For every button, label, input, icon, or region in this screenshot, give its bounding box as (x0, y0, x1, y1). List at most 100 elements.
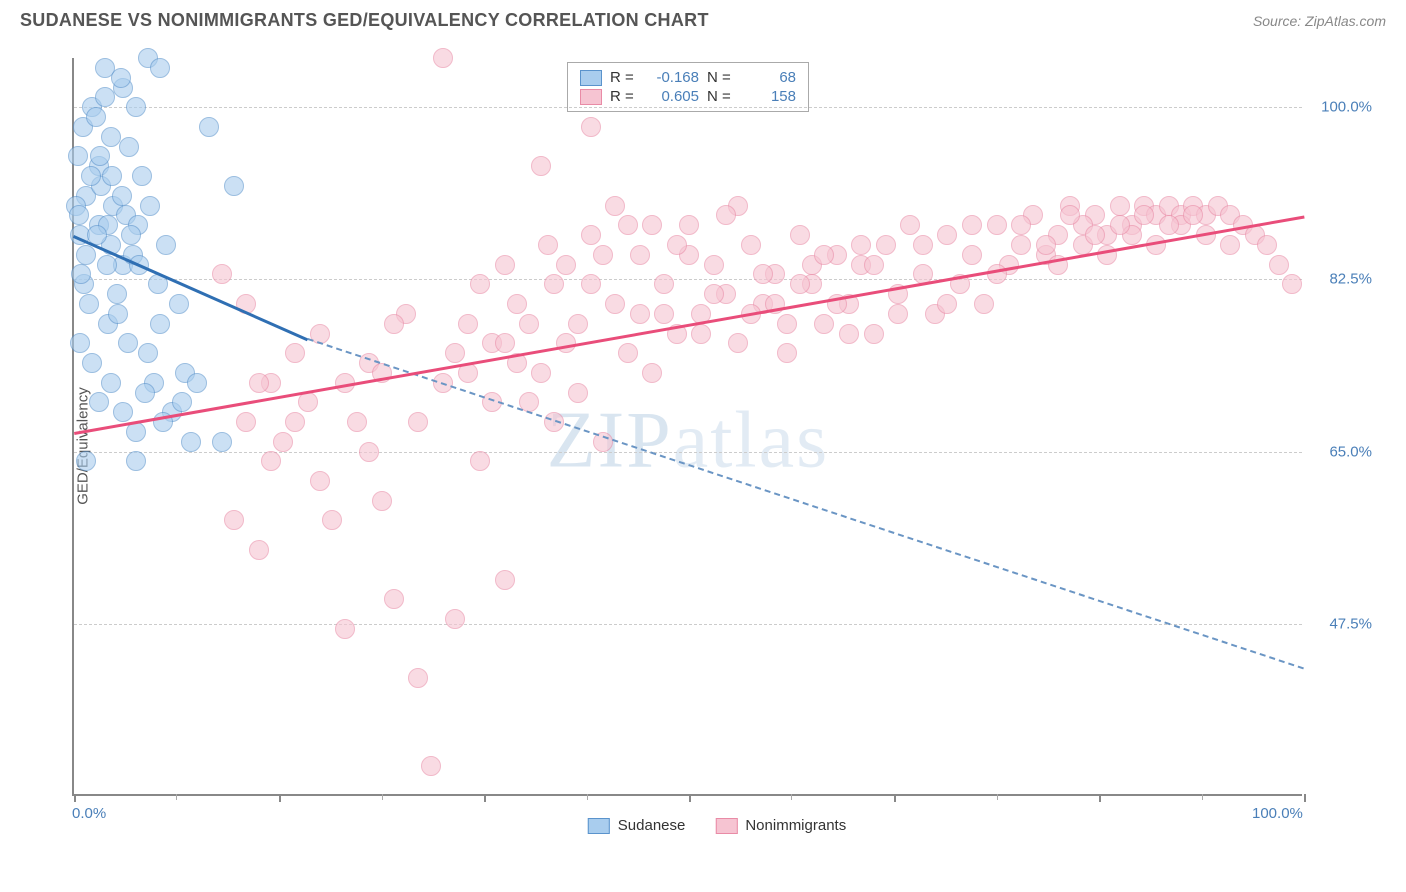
data-point (150, 314, 170, 334)
source-link[interactable]: ZipAtlas.com (1305, 13, 1386, 29)
data-point (519, 314, 539, 334)
data-point (618, 343, 638, 363)
data-point (1110, 215, 1130, 235)
x-tick (1304, 794, 1306, 802)
data-point (372, 491, 392, 511)
data-point (593, 245, 613, 265)
legend-swatch (580, 70, 602, 86)
data-point (101, 127, 121, 147)
data-point (974, 294, 994, 314)
data-point (212, 432, 232, 452)
data-point (172, 392, 192, 412)
data-point (458, 314, 478, 334)
data-point (298, 392, 318, 412)
plot-area: ZIPatlas R =-0.168N =68R =0.605N =158 47… (72, 58, 1302, 796)
data-point (470, 274, 490, 294)
data-point (249, 373, 269, 393)
data-point (224, 510, 244, 530)
data-point (716, 205, 736, 225)
data-point (581, 274, 601, 294)
r-label: R = (610, 88, 636, 105)
data-point (556, 255, 576, 275)
y-tick-label: 65.0% (1329, 443, 1372, 460)
data-point (138, 343, 158, 363)
data-point (507, 294, 527, 314)
correlation-legend: R =-0.168N =68R = 0.605 N = 158 (567, 62, 809, 112)
grid-line (74, 107, 1302, 108)
r-value: -0.168 (644, 69, 699, 86)
data-point (89, 392, 109, 412)
data-point (1036, 235, 1056, 255)
data-point (111, 68, 131, 88)
data-point (347, 412, 367, 432)
data-point (864, 255, 884, 275)
source-label: Source: ZipAtlas.com (1253, 13, 1386, 29)
legend-swatch (588, 818, 610, 834)
data-point (76, 245, 96, 265)
data-point (224, 176, 244, 196)
data-point (433, 48, 453, 68)
data-point (113, 402, 133, 422)
data-point (753, 264, 773, 284)
legend-row: R =-0.168N =68 (580, 68, 796, 87)
data-point (642, 215, 662, 235)
legend-swatch (715, 818, 737, 834)
data-point (839, 324, 859, 344)
header: SUDANESE VS NONIMMIGRANTS GED/EQUIVALENC… (0, 0, 1406, 37)
grid-line (74, 279, 1302, 280)
data-point (1269, 255, 1289, 275)
data-point (1220, 235, 1240, 255)
data-point (212, 264, 232, 284)
data-point (79, 294, 99, 314)
data-point (70, 333, 90, 353)
data-point (605, 196, 625, 216)
grid-line (74, 452, 1302, 453)
x-tick-minor (176, 794, 177, 800)
r-value: 0.605 (644, 88, 699, 105)
data-point (86, 107, 106, 127)
data-point (642, 363, 662, 383)
data-point (108, 304, 128, 324)
data-point (118, 333, 138, 353)
data-point (285, 412, 305, 432)
x-tick-minor (791, 794, 792, 800)
data-point (95, 87, 115, 107)
data-point (322, 510, 342, 530)
data-point (121, 225, 141, 245)
data-point (126, 451, 146, 471)
data-point (150, 58, 170, 78)
data-point (90, 146, 110, 166)
chart-container: GED/Equivalency ZIPatlas R =-0.168N =68R… (52, 46, 1382, 846)
data-point (68, 146, 88, 166)
source-prefix: Source: (1253, 13, 1305, 29)
data-point (1257, 235, 1277, 255)
data-point (630, 245, 650, 265)
data-point (728, 333, 748, 353)
x-axis-label: 0.0% (72, 805, 106, 822)
data-point (156, 235, 176, 255)
legend-item: Nonimmigrants (715, 817, 846, 834)
x-tick (894, 794, 896, 802)
n-value: 158 (741, 88, 796, 105)
data-point (82, 353, 102, 373)
data-point (1183, 205, 1203, 225)
data-point (654, 304, 674, 324)
data-point (71, 264, 91, 284)
data-point (1011, 215, 1031, 235)
n-label: N = (707, 88, 733, 105)
data-point (199, 117, 219, 137)
data-point (531, 363, 551, 383)
data-point (630, 304, 650, 324)
data-point (107, 284, 127, 304)
data-point (937, 225, 957, 245)
data-point (181, 432, 201, 452)
data-point (126, 97, 146, 117)
data-point (310, 471, 330, 491)
legend-item: Sudanese (588, 817, 686, 834)
data-point (335, 619, 355, 639)
y-tick-label: 47.5% (1329, 615, 1372, 632)
data-point (704, 284, 724, 304)
data-point (900, 215, 920, 235)
x-tick (484, 794, 486, 802)
data-point (135, 383, 155, 403)
